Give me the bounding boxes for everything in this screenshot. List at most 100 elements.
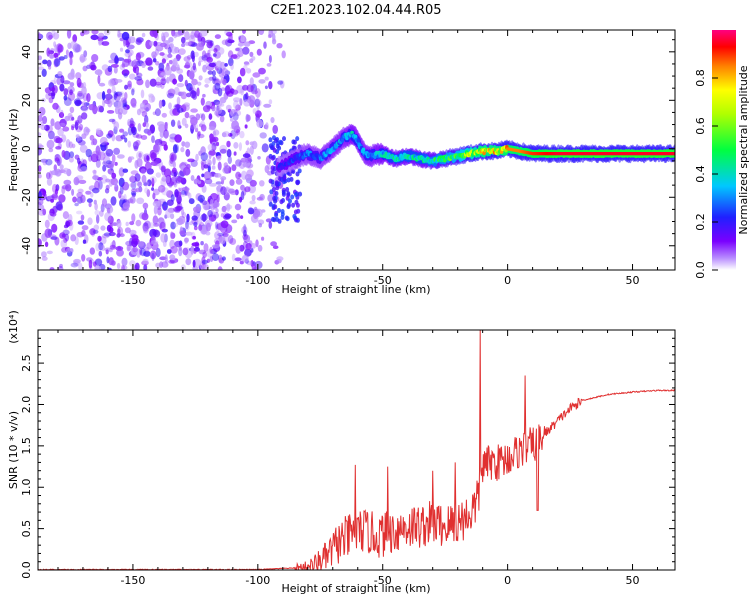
spectrogram-noise-mark xyxy=(211,165,216,170)
spectrogram-noise-mark xyxy=(196,131,201,140)
spectrogram-noise-mark xyxy=(221,39,229,46)
spectrogram-noise-mark xyxy=(78,123,84,131)
spectrogram-noise-mark xyxy=(141,212,149,221)
spectrogram-x-ticks: -150 -100 -50 0 50 xyxy=(57,30,659,287)
spectrogram-noise-mark xyxy=(198,55,204,63)
spectrogram-noise-mark xyxy=(97,69,102,77)
spectrogram-noise-mark xyxy=(191,52,195,63)
spectrogram-noise-mark xyxy=(149,41,154,46)
spectrogram-noise-mark xyxy=(75,178,80,184)
spectrogram-noise-mark xyxy=(243,62,250,66)
spectrogram-noise-mark xyxy=(163,31,170,38)
spectrogram-noise-mark xyxy=(143,263,148,270)
spectrogram-noise-mark xyxy=(148,93,154,98)
spectrogram-noise-mark xyxy=(244,186,251,193)
spectrogram-noise-mark xyxy=(147,66,154,71)
snr-x-tick-label: -100 xyxy=(245,574,270,587)
spectrogram-noise-mark xyxy=(107,215,114,224)
spectrogram-noise-mark xyxy=(137,181,143,188)
spectrogram-noise-mark xyxy=(79,54,86,63)
spectrogram-noise-mark xyxy=(250,243,256,249)
spectrogram-noise-mark xyxy=(264,76,269,81)
spectrogram-noise-mark xyxy=(70,40,78,50)
snr-y-tick-label: 0.0 xyxy=(20,561,33,579)
spectrogram-noise-mark xyxy=(140,89,145,99)
spectrogram-noise-mark xyxy=(209,246,213,255)
spectrogram-noise-mark xyxy=(169,239,176,249)
spectrogram-noise-mark xyxy=(214,82,221,91)
spectrogram-noise-mark xyxy=(233,100,239,110)
spectrogram-noise-mark xyxy=(212,75,217,81)
spectrogram-noise-mark xyxy=(101,64,109,71)
spectrogram-noise-mark xyxy=(153,40,158,47)
spectrogram-noise-mark xyxy=(206,105,211,110)
spectrogram-noise-mark xyxy=(268,221,273,229)
spectrogram-noise-mark xyxy=(161,58,166,64)
spectrogram-noise-mark xyxy=(57,71,63,77)
spectrogram-noise-mark xyxy=(68,53,74,59)
spectrogram-noise-mark xyxy=(152,228,159,236)
spectrogram-noise-mark xyxy=(251,56,256,61)
spectrogram-noise-mark xyxy=(239,130,245,139)
spectrogram-noise-mark xyxy=(108,227,114,233)
spectrogram-noise-mark xyxy=(54,168,62,177)
spectrogram-noise-mark xyxy=(48,97,54,104)
spectrogram-noise-mark xyxy=(82,65,88,72)
spectrogram-noise-mark xyxy=(86,93,91,103)
spectrogram-noise-mark xyxy=(184,237,189,243)
spectrogram-noise-mark xyxy=(243,224,247,233)
spectrogram-x-tick-label: 50 xyxy=(626,274,640,287)
spectrogram-noise-mark xyxy=(98,250,103,257)
spectrogram-noise-mark xyxy=(224,30,231,36)
spectrogram-noise-mark xyxy=(207,143,215,151)
spectrogram-noise-mark xyxy=(190,175,195,181)
spectrogram-noise-mark xyxy=(200,213,208,221)
spectrogram-noise-mark xyxy=(226,203,231,212)
spectrogram-noise-mark xyxy=(141,62,146,68)
spectrogram-noise-mark xyxy=(94,258,103,267)
spectrogram-noise-mark xyxy=(122,168,129,173)
spectrogram-noise-mark xyxy=(58,122,66,127)
spectrogram-noise-mark xyxy=(127,140,132,148)
spectrogram-noise-mark xyxy=(96,105,104,113)
spectrogram-noise-mark xyxy=(141,32,146,38)
spectrogram-noise-mark xyxy=(141,174,147,184)
spectrogram-noise-mark xyxy=(145,79,150,89)
spectrogram-noise-mark xyxy=(136,150,144,161)
spectrogram-noise-mark xyxy=(208,76,215,81)
spectrogram-noise-mark xyxy=(198,75,203,81)
spectrogram-noise-mark xyxy=(136,197,145,205)
spectrogram-noise-mark xyxy=(47,92,56,97)
spectrogram-noise-mark xyxy=(170,213,175,220)
spectrogram-noise-mark xyxy=(284,215,289,221)
spectrogram-noise-mark xyxy=(122,258,127,268)
spectrogram-noise-mark xyxy=(57,127,64,137)
spectrogram-noise-mark xyxy=(224,63,228,67)
spectrogram-x-tick-label: -100 xyxy=(245,274,270,287)
spectrogram-noise-mark xyxy=(239,67,246,77)
spectrogram-noise-mark xyxy=(65,248,74,253)
spectrogram-noise-mark xyxy=(144,187,149,194)
spectrogram-noise-mark xyxy=(164,43,168,50)
spectrogram-noise-mark xyxy=(135,187,141,193)
spectrogram-noise-mark xyxy=(294,217,299,223)
spectrogram-noise-mark xyxy=(99,136,108,146)
spectrogram-noise-mark xyxy=(104,142,108,151)
spectrogram-noise-mark xyxy=(211,142,217,152)
spectrogram-noise-mark xyxy=(131,234,139,242)
snr-x-ticks: -150 -100 -50 0 50 xyxy=(57,330,659,587)
spectrogram-noise-mark xyxy=(220,213,225,218)
spectrogram-noise-mark xyxy=(286,177,291,183)
spectrogram-noise-mark xyxy=(246,260,254,266)
spectrogram-noise-mark xyxy=(41,256,48,261)
spectrogram-noise-mark xyxy=(147,130,152,136)
spectrogram-noise-mark xyxy=(142,258,149,265)
spectrogram-noise-mark xyxy=(226,32,233,37)
spectrogram-noise-mark xyxy=(168,259,175,264)
spectrogram-noise-mark xyxy=(49,54,55,59)
spectrogram-noise-mark xyxy=(134,173,141,182)
spectrogram-noise-mark xyxy=(183,56,191,62)
spectrogram-noise-mark xyxy=(266,63,272,67)
spectrogram-noise-mark xyxy=(216,194,220,203)
spectrogram-noise-mark xyxy=(281,50,286,59)
